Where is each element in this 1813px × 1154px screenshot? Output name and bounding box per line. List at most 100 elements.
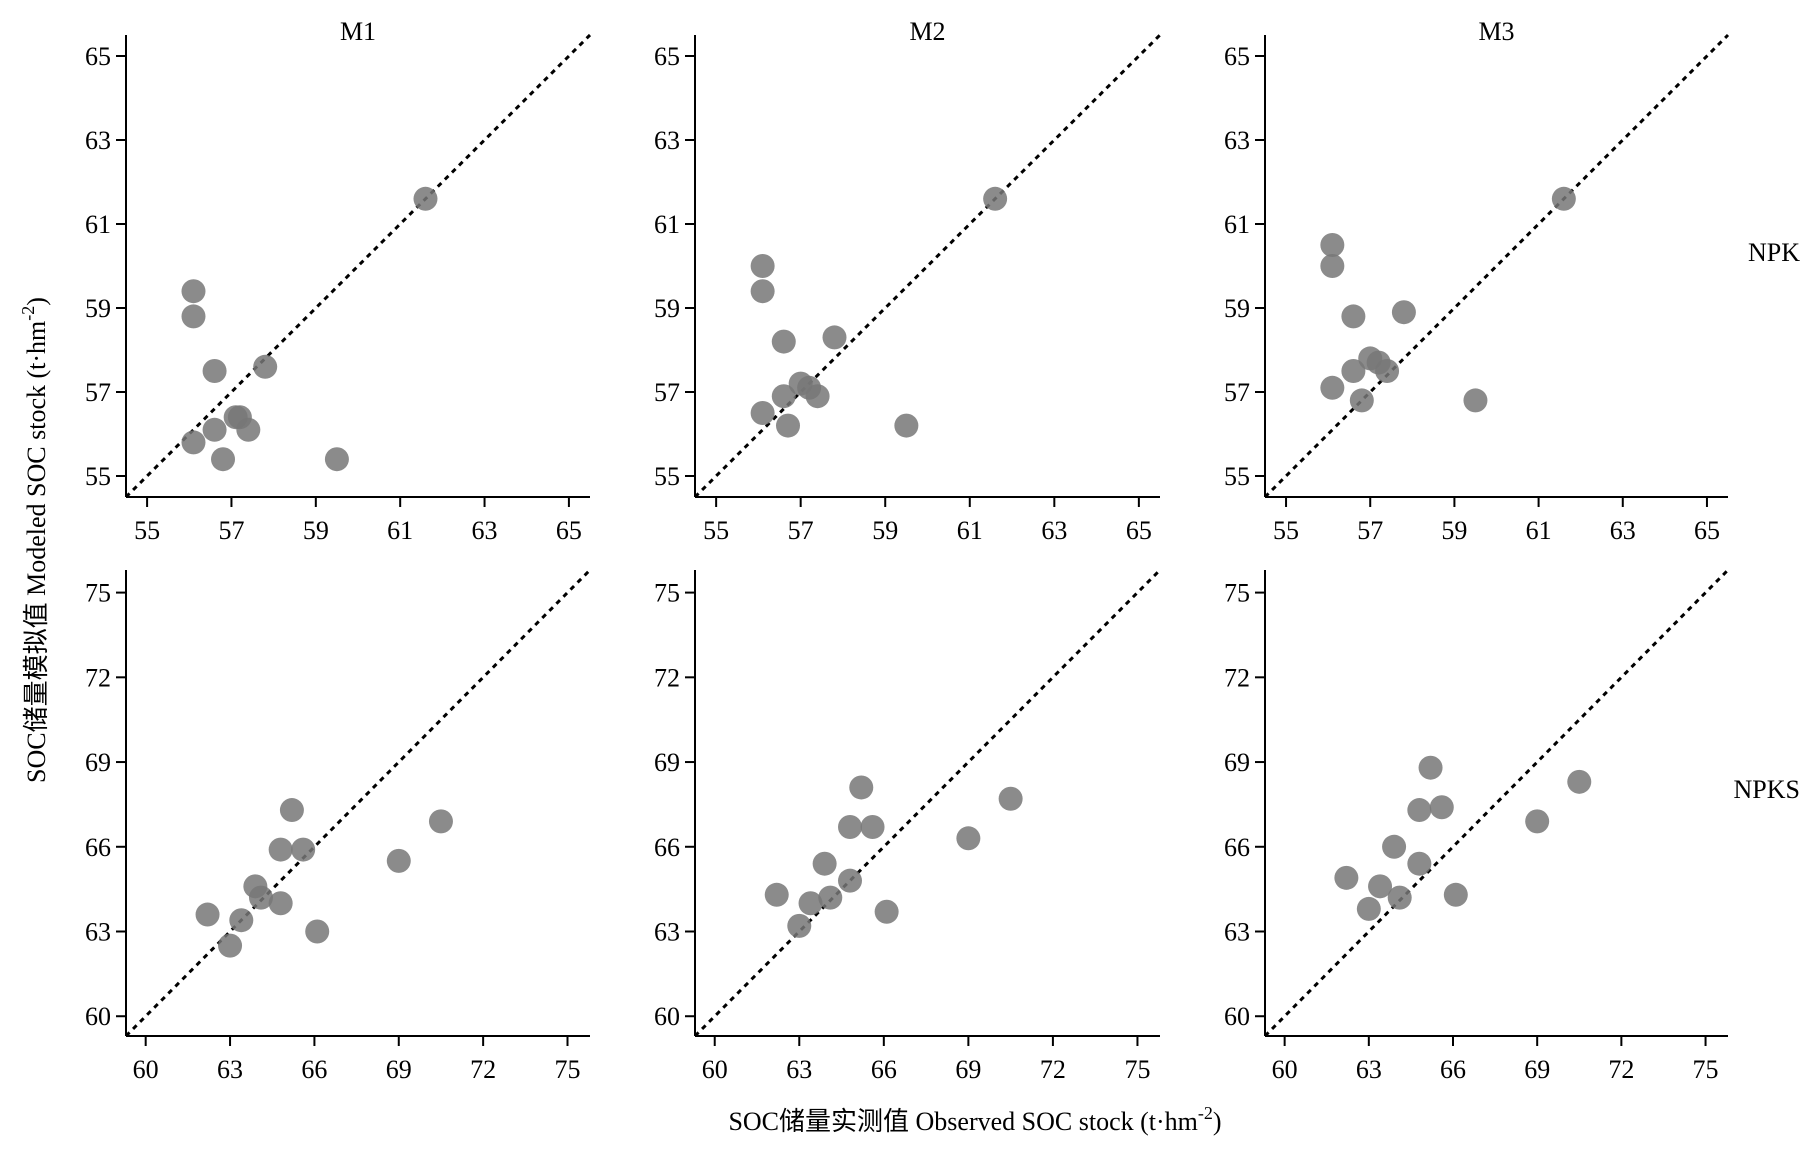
data-point <box>838 868 862 893</box>
data-point <box>849 775 874 800</box>
data-point <box>1567 769 1592 794</box>
y-tick-label: 75 <box>654 579 680 608</box>
panel-npk-2: 55 55 57 57 59 59 61 61 63 63 65 65 M2 <box>654 17 1162 545</box>
one-to-one-line <box>693 568 1162 1038</box>
row-label: NPK <box>1748 238 1800 267</box>
data-point <box>1551 186 1576 211</box>
data-point <box>798 891 823 916</box>
data-point <box>1382 834 1407 859</box>
x-tick-label: 65 <box>1694 516 1720 545</box>
data-point <box>1443 882 1468 907</box>
data-point <box>248 885 273 910</box>
data-point <box>202 417 227 442</box>
x-tick-label: 66 <box>871 1055 897 1084</box>
data-point <box>1375 359 1400 383</box>
data-point <box>956 826 981 851</box>
x-tick-label: 63 <box>1610 516 1636 545</box>
data-point <box>750 279 775 304</box>
y-tick-label: 55 <box>654 462 680 491</box>
y-tick-label: 59 <box>654 294 680 323</box>
one-to-one-line <box>1263 568 1730 1038</box>
x-tick-label: 59 <box>303 516 329 545</box>
data-point <box>983 186 1008 211</box>
data-point <box>181 304 206 329</box>
y-tick-label: 63 <box>1224 918 1250 947</box>
data-point <box>1418 755 1443 780</box>
data-point <box>1341 359 1366 383</box>
y-tick-label: 59 <box>1224 294 1250 323</box>
data-point <box>253 354 278 379</box>
y-tick-label: 69 <box>654 748 680 777</box>
one-to-one-line <box>124 33 592 499</box>
x-tick-label: 55 <box>134 516 160 545</box>
y-tick-label: 63 <box>85 918 111 947</box>
x-tick-label: 66 <box>1440 1055 1466 1084</box>
data-point <box>236 417 261 442</box>
y-tick-label: 61 <box>1224 210 1250 239</box>
y-tick-label: 57 <box>85 378 111 407</box>
y-tick-label: 66 <box>85 833 111 862</box>
panel-title: M1 <box>340 17 376 46</box>
data-point <box>268 891 293 916</box>
y-tick-label: 72 <box>1224 663 1250 692</box>
data-point <box>305 919 330 944</box>
data-point <box>750 401 775 425</box>
y-tick-label: 63 <box>654 918 680 947</box>
data-point <box>818 885 843 910</box>
panel-npks-2: 60 60 63 63 66 66 69 69 72 72 75 75 <box>654 568 1162 1084</box>
x-tick-label: 63 <box>786 1055 812 1084</box>
data-point <box>1341 304 1366 329</box>
data-point <box>805 384 830 409</box>
data-point <box>894 413 919 438</box>
x-tick-label: 63 <box>217 1055 243 1084</box>
x-tick-label: 63 <box>1356 1055 1382 1084</box>
panel-npk-3: 55 55 57 57 59 59 61 61 63 63 65 65 M3 NPK <box>1224 17 1800 545</box>
data-point <box>860 815 885 840</box>
panel-title: M2 <box>909 17 945 46</box>
y-tick-label: 65 <box>85 42 111 71</box>
y-tick-label: 57 <box>654 378 680 407</box>
y-tick-label: 72 <box>654 663 680 692</box>
y-tick-label: 60 <box>654 1002 680 1031</box>
x-tick-label: 75 <box>1693 1055 1719 1084</box>
data-point <box>776 413 800 438</box>
x-axis-title: SOC储量实测值 Observed SOC stock (t·hm-2) <box>728 1103 1221 1136</box>
x-tick-label: 72 <box>470 1055 496 1084</box>
x-tick-label: 65 <box>1126 516 1152 545</box>
data-point <box>1525 809 1550 834</box>
y-tick-label: 55 <box>85 462 111 491</box>
data-point <box>771 384 796 409</box>
data-point <box>1387 885 1412 910</box>
x-tick-label: 61 <box>957 516 983 545</box>
data-point <box>750 254 775 278</box>
x-tick-label: 63 <box>1041 516 1067 545</box>
data-point <box>771 329 796 354</box>
data-point <box>181 279 206 304</box>
y-tick-label: 63 <box>654 126 680 155</box>
data-point <box>218 933 243 958</box>
y-tick-label: 69 <box>85 748 111 777</box>
panel-npks-3: 60 60 63 63 66 66 69 69 72 72 75 75 NPKS <box>1224 568 1800 1084</box>
data-point <box>1320 254 1345 278</box>
x-tick-label: 55 <box>703 516 729 545</box>
y-tick-label: 55 <box>1224 462 1250 491</box>
x-tick-label: 57 <box>788 516 814 545</box>
x-tick-label: 60 <box>702 1055 728 1084</box>
panel-npks-1: 60 60 63 63 66 66 69 69 72 72 75 75 <box>85 568 592 1084</box>
x-tick-label: 66 <box>301 1055 327 1084</box>
one-to-one-line <box>124 568 592 1038</box>
y-tick-label: 59 <box>85 294 111 323</box>
data-point <box>211 447 236 472</box>
data-point <box>229 908 254 933</box>
y-tick-label: 66 <box>654 833 680 862</box>
data-point <box>195 902 220 927</box>
data-point <box>1349 388 1374 413</box>
y-tick-label: 75 <box>1224 579 1250 608</box>
data-point <box>268 837 293 862</box>
data-point <box>822 325 847 350</box>
x-tick-label: 69 <box>386 1055 412 1084</box>
y-tick-label: 69 <box>1224 748 1250 777</box>
data-point <box>1368 874 1393 899</box>
x-tick-label: 65 <box>556 516 582 545</box>
